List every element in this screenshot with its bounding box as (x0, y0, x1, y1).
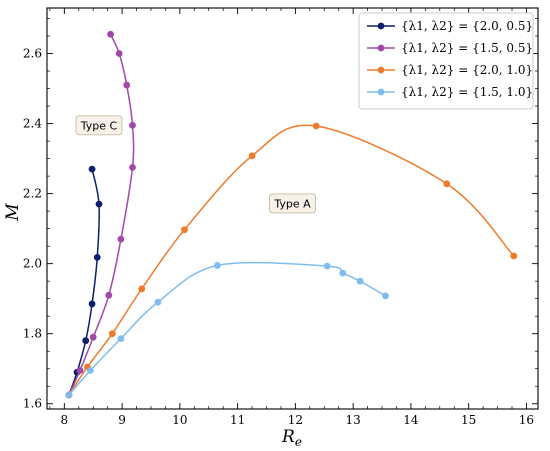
legend-swatch-marker (377, 88, 385, 96)
series-0-point (88, 165, 96, 173)
x-axis-title: Re (281, 427, 302, 449)
series-3-point (65, 391, 73, 399)
series-3-point (382, 292, 389, 300)
series-3-point (214, 262, 221, 269)
series-0-point (82, 337, 90, 345)
legend-label: {λ1, λ2} = {2.0, 0.5} (401, 19, 533, 33)
series-3-point (86, 367, 94, 374)
legend-frame (358, 12, 534, 110)
legend-label: {λ1, λ2} = {1.5, 1.0} (401, 85, 533, 99)
legend-label: {λ1, λ2} = {1.5, 0.5} (401, 41, 533, 55)
series-1-point (107, 30, 114, 38)
x-tick-label: 13 (346, 413, 361, 427)
annotation-box (75, 115, 123, 136)
x-tick-label: 11 (230, 413, 245, 427)
legend-swatch-marker (377, 66, 385, 74)
x-tick-label: 10 (172, 413, 187, 427)
y-axis-title: M (3, 203, 23, 222)
legend-swatch-marker (377, 22, 385, 30)
x-axis-title-sub: e (295, 435, 302, 449)
series-2-point (138, 285, 146, 293)
series-3-point (154, 298, 162, 306)
x-tick-label: 9 (118, 413, 126, 427)
series-1-point (105, 291, 113, 299)
series-1-point (123, 81, 131, 89)
series-1-point (129, 163, 136, 171)
series-0-point (88, 300, 96, 308)
series-line-2 (68, 124, 515, 396)
plot-frame (46, 7, 539, 410)
data-series (65, 30, 518, 399)
series-3-point (356, 277, 364, 285)
series-2-point (312, 122, 320, 130)
series-0-point (93, 253, 101, 261)
y-tick-label: 2.2 (23, 187, 42, 201)
y-tick-label: 2.6 (23, 47, 42, 61)
series-3-point (117, 335, 125, 343)
series-1-point (89, 333, 97, 341)
x-tick-label: 16 (519, 413, 534, 427)
series-0-point (95, 200, 103, 208)
annotation-label: Type A (273, 197, 311, 210)
series-2-point (510, 252, 518, 260)
x-tick-label: 15 (461, 413, 476, 427)
series-2-point (248, 152, 256, 160)
series-1-point (76, 367, 84, 374)
x-tick-label: 12 (288, 413, 303, 427)
series-1-point (115, 50, 123, 57)
series-1-point (129, 121, 136, 129)
series-3-point (339, 269, 347, 277)
series-line-1 (68, 33, 135, 396)
x-tick-label: 8 (61, 413, 69, 427)
annotation-label: Type C (80, 119, 118, 132)
annotations: Type C Type A (75, 115, 316, 214)
series-2-point (181, 226, 188, 234)
y-tick-label: 2.0 (23, 257, 42, 271)
series-3-point (323, 262, 331, 270)
x-tick-label: 14 (403, 413, 419, 427)
legend-swatch-marker (377, 44, 385, 52)
legend: {λ1, λ2} = {2.0, 0.5} {λ1, λ2} = {1.5, 0.… (358, 12, 534, 110)
y-tick-label: 2.4 (23, 117, 42, 131)
annotation-box (269, 193, 316, 214)
tick-labels: 8 9 10 11 12 13 14 15 16 1.6 1.8 2.0 2.2 2.4 2.6 (23, 47, 534, 427)
series-2-point (443, 180, 451, 188)
series-1-point (117, 235, 125, 243)
x-axis-title-main: R (281, 427, 295, 447)
series-2-point (108, 330, 116, 338)
legend-label: {λ1, λ2} = {2.0, 1.0} (401, 63, 533, 77)
y-tick-label: 1.8 (23, 327, 42, 341)
y-tick-label: 1.6 (23, 397, 42, 411)
